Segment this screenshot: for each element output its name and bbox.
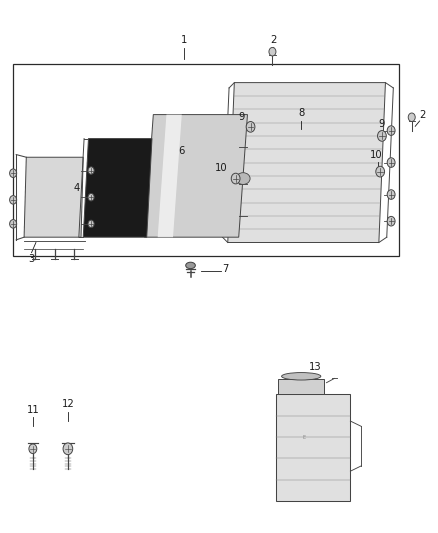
Text: 2: 2 bbox=[420, 110, 426, 120]
Circle shape bbox=[231, 173, 240, 184]
Circle shape bbox=[63, 443, 73, 455]
Circle shape bbox=[10, 169, 17, 177]
Polygon shape bbox=[145, 115, 247, 237]
Text: 2: 2 bbox=[271, 35, 277, 45]
Text: 13: 13 bbox=[309, 362, 321, 372]
Circle shape bbox=[408, 113, 415, 122]
Circle shape bbox=[10, 196, 17, 204]
Polygon shape bbox=[228, 83, 385, 243]
Circle shape bbox=[376, 166, 385, 177]
Text: 8: 8 bbox=[298, 108, 304, 118]
Text: 1: 1 bbox=[181, 35, 187, 45]
Bar bbox=[278, 379, 324, 394]
Text: 12: 12 bbox=[61, 399, 74, 409]
Text: 6: 6 bbox=[179, 146, 185, 156]
Polygon shape bbox=[158, 115, 182, 237]
Circle shape bbox=[269, 47, 276, 56]
Text: 10: 10 bbox=[370, 150, 382, 160]
Bar bbox=[13, 64, 399, 256]
Text: 11: 11 bbox=[26, 405, 39, 415]
Circle shape bbox=[387, 158, 395, 167]
Text: 7: 7 bbox=[223, 264, 229, 274]
Circle shape bbox=[387, 190, 395, 199]
Polygon shape bbox=[83, 139, 152, 237]
Circle shape bbox=[88, 167, 94, 174]
Text: E: E bbox=[303, 434, 306, 440]
Text: 9: 9 bbox=[239, 111, 245, 122]
Circle shape bbox=[10, 220, 17, 228]
Text: 9: 9 bbox=[379, 119, 385, 129]
Circle shape bbox=[88, 220, 94, 228]
Ellipse shape bbox=[236, 173, 250, 184]
Circle shape bbox=[88, 193, 94, 201]
Circle shape bbox=[378, 131, 386, 141]
Circle shape bbox=[387, 216, 395, 226]
Text: 4: 4 bbox=[74, 183, 80, 193]
Text: 5: 5 bbox=[107, 161, 113, 172]
Circle shape bbox=[246, 122, 255, 132]
Ellipse shape bbox=[186, 262, 195, 269]
Ellipse shape bbox=[282, 373, 321, 380]
Polygon shape bbox=[24, 157, 83, 237]
Circle shape bbox=[387, 126, 395, 135]
Bar bbox=[276, 394, 350, 501]
Circle shape bbox=[29, 444, 37, 454]
Text: 3: 3 bbox=[28, 254, 35, 264]
Text: 10: 10 bbox=[215, 163, 227, 173]
